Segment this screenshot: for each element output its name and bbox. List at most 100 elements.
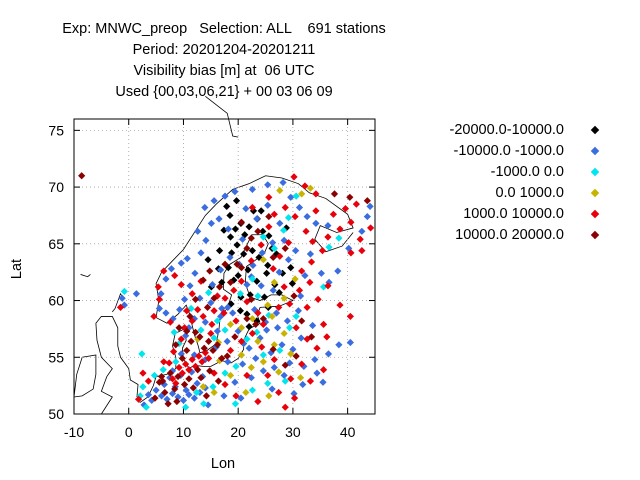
station-point-series-2 (231, 400, 240, 408)
station-point-series-1 (229, 309, 237, 317)
station-point-series-1 (240, 340, 248, 348)
station-point-series-0 (282, 224, 290, 232)
station-point-series-2 (200, 400, 208, 408)
station-point-series-4 (324, 233, 332, 241)
station-point-series-5 (172, 341, 180, 349)
station-point-series-0 (224, 264, 232, 272)
station-point-series-4 (259, 320, 267, 328)
station-point-series-2 (335, 234, 343, 242)
station-point-series-1 (220, 392, 228, 400)
station-point-series-5 (159, 377, 167, 385)
station-point-series-0 (246, 291, 254, 299)
station-point-series-4 (295, 286, 304, 294)
station-point-series-4 (298, 267, 306, 275)
title-line-3: Visibility bias [m] at 06 UTC (133, 63, 315, 79)
station-point-series-0 (257, 207, 265, 215)
legend-label: -10000.0 -1000.0 (453, 143, 564, 159)
station-point-series-2 (150, 371, 159, 380)
station-point-series-0 (237, 293, 245, 301)
station-point-series-5 (203, 303, 212, 311)
station-point-series-0 (264, 261, 272, 269)
station-point-series-0 (234, 271, 242, 280)
station-point-series-2 (159, 366, 167, 374)
station-point-series-1 (191, 269, 199, 277)
station-point-series-4 (139, 369, 147, 377)
station-point-series-3 (254, 337, 262, 345)
station-point-series-3 (275, 368, 283, 376)
station-point-series-1 (193, 379, 201, 387)
station-point-series-4 (155, 295, 163, 304)
station-point-series-4 (270, 210, 278, 218)
station-point-series-4 (367, 224, 375, 232)
station-point-series-2 (209, 383, 217, 391)
station-point-series-1 (276, 219, 284, 227)
station-point-series-4 (182, 360, 190, 368)
station-point-series-1 (311, 355, 319, 364)
station-point-series-5 (209, 346, 217, 355)
station-point-series-1 (190, 394, 198, 402)
station-point-series-1 (208, 281, 217, 289)
station-point-series-3 (270, 278, 278, 286)
station-point-series-4 (358, 247, 366, 255)
station-point-series-1 (313, 369, 321, 377)
station-point-series-2 (192, 388, 201, 397)
station-point-series-2 (172, 358, 180, 366)
station-point-series-1 (317, 269, 325, 277)
station-point-series-1 (224, 358, 232, 366)
station-point-series-5 (178, 354, 186, 363)
station-point-series-5 (265, 212, 273, 221)
station-point-series-1 (177, 350, 185, 358)
station-point-series-2 (221, 369, 229, 377)
station-point-series-4 (154, 283, 162, 291)
station-point-series-3 (259, 256, 267, 264)
station-point-series-1 (252, 354, 260, 363)
station-point-series-2 (292, 312, 300, 321)
station-point-series-1 (180, 295, 189, 304)
station-point-series-4 (275, 303, 283, 311)
station-point-series-4 (177, 335, 185, 343)
station-point-series-2 (248, 275, 257, 283)
station-point-series-3 (268, 312, 276, 321)
station-point-series-5 (307, 333, 316, 341)
station-markers (78, 172, 375, 411)
station-point-series-1 (224, 225, 232, 233)
station-point-series-5 (180, 380, 189, 389)
station-point-series-1 (162, 309, 170, 317)
station-point-series-1 (325, 278, 333, 286)
station-point-series-2 (243, 335, 251, 343)
station-point-series-0 (230, 276, 238, 284)
station-point-series-4 (168, 375, 177, 383)
station-point-series-2 (175, 340, 183, 348)
station-point-series-5 (254, 227, 262, 235)
station-point-series-4 (254, 309, 262, 317)
station-point-series-4 (264, 371, 272, 380)
station-point-series-4 (221, 380, 229, 389)
x-tick-label: 10 (176, 424, 192, 440)
station-point-series-1 (280, 371, 288, 380)
station-point-series-4 (247, 257, 255, 265)
station-point-series-5 (247, 295, 255, 304)
station-point-series-2 (265, 311, 273, 319)
station-point-series-3 (247, 363, 255, 372)
plot-frame (73, 118, 376, 415)
station-point-series-5 (292, 352, 300, 360)
station-point-series-1 (286, 359, 294, 367)
legend-label: 1000.0 10000.0 (463, 206, 564, 222)
station-point-series-5 (330, 190, 339, 198)
station-point-series-2 (264, 379, 272, 387)
station-point-series-4 (329, 210, 338, 218)
station-point-series-1 (273, 324, 282, 332)
station-point-series-4 (312, 207, 320, 215)
station-point-series-5 (243, 244, 251, 252)
station-point-series-1 (213, 327, 221, 335)
axis-ticks: -10 0 10 20 30 40 50 55 60 65 70 75 (48, 119, 375, 440)
station-point-series-4 (356, 235, 364, 243)
station-point-series-4 (188, 317, 196, 325)
station-point-series-5 (243, 315, 251, 323)
station-point-series-4 (347, 249, 355, 257)
station-point-series-2 (142, 403, 150, 411)
station-point-series-4 (265, 223, 273, 231)
station-point-series-0 (244, 266, 252, 274)
station-point-series-4 (286, 300, 294, 308)
